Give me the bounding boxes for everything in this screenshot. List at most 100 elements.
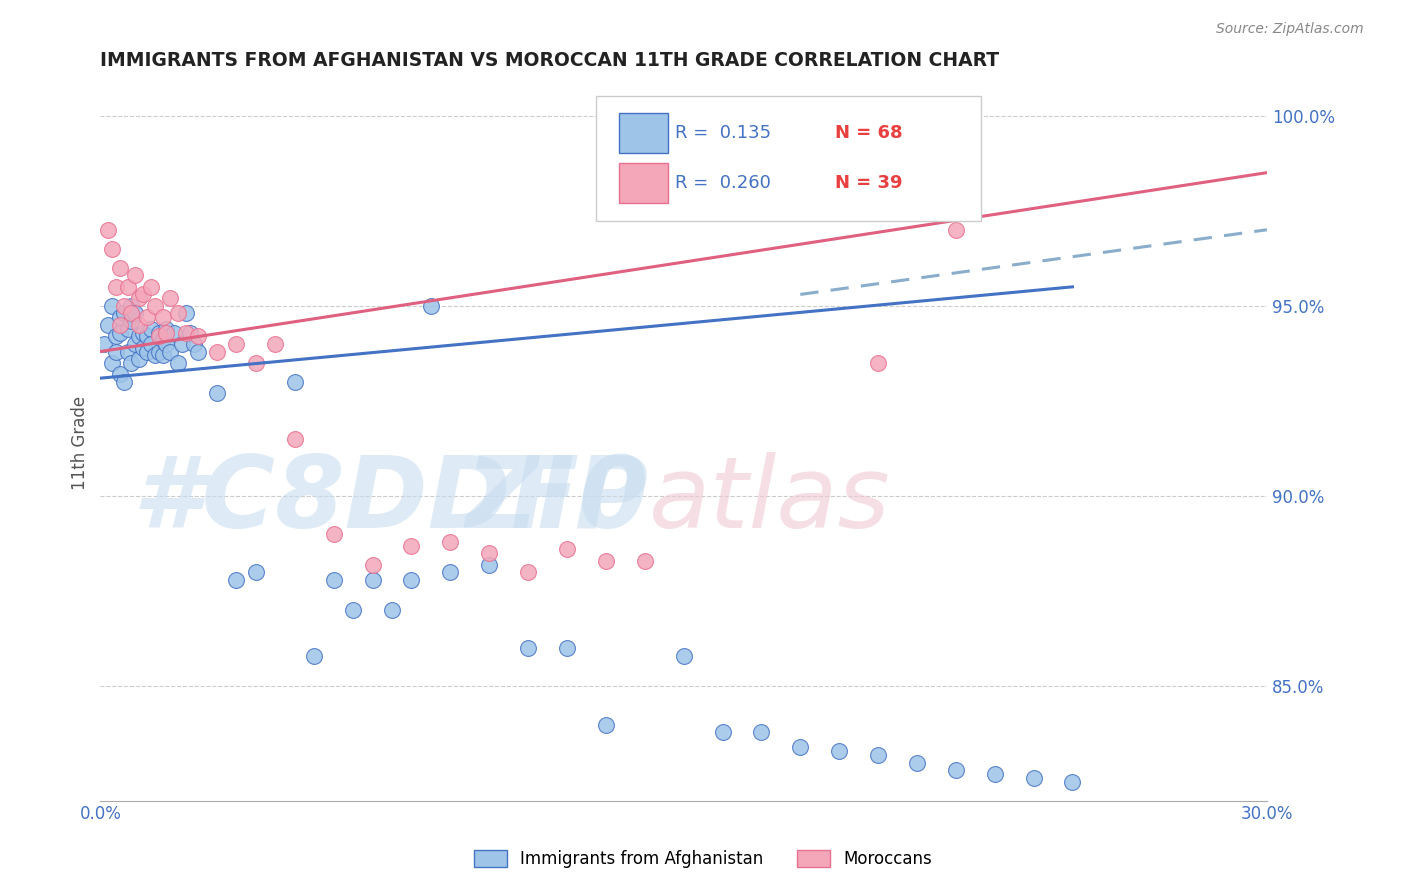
FancyBboxPatch shape [620,163,668,203]
Point [120,356,142,370]
Point [104,280,127,294]
Point [155,321,177,335]
Point [93,337,115,351]
Point [167,356,190,370]
Point [136,344,159,359]
Point [711,725,734,739]
Point [555,542,578,557]
Point [152,348,174,362]
Point [478,558,501,572]
Point [132,326,155,340]
Point [361,573,384,587]
Point [136,329,159,343]
Point [108,310,131,325]
Point [439,534,461,549]
Point [120,314,142,328]
Point [983,767,1005,781]
Text: N = 39: N = 39 [835,174,903,192]
Point [868,747,890,762]
Point [112,306,135,320]
Point [112,375,135,389]
Point [139,280,162,294]
Point [108,318,131,332]
Point [128,352,150,367]
Point [148,329,170,343]
Point [245,356,267,370]
Point [187,344,209,359]
Point [361,558,384,572]
Point [97,318,120,332]
Point [322,527,344,541]
Point [478,546,501,560]
Point [152,310,174,325]
Point [284,432,307,446]
Point [108,260,131,275]
Point [302,648,325,663]
Point [104,344,127,359]
Point [143,348,166,362]
Point [828,744,851,758]
Point [139,337,162,351]
Point [152,333,174,347]
Point [595,554,617,568]
Point [139,321,162,335]
Point [225,573,247,587]
Point [905,756,928,770]
Point [245,566,267,580]
FancyBboxPatch shape [620,113,668,153]
Point [117,321,139,335]
Point [155,337,177,351]
Point [159,344,181,359]
Point [124,306,146,320]
Point [1022,771,1045,785]
Point [124,337,146,351]
Text: ZIP: ZIP [465,451,648,549]
Point [751,725,773,739]
Text: R =  0.135: R = 0.135 [675,124,772,142]
Point [112,299,135,313]
Point [672,648,695,663]
Point [322,573,344,587]
Point [517,641,540,656]
Point [174,326,197,340]
Point [128,329,150,343]
Point [148,344,170,359]
Point [104,329,127,343]
Point [108,326,131,340]
Point [419,299,441,313]
Point [225,337,247,351]
Legend: Immigrants from Afghanistan, Moroccans: Immigrants from Afghanistan, Moroccans [467,843,939,875]
Point [634,554,657,568]
Text: R =  0.260: R = 0.260 [675,174,772,192]
Point [401,573,423,587]
Point [945,223,967,237]
Point [167,306,190,320]
Point [555,641,578,656]
Point [101,299,124,313]
Point [148,326,170,340]
Point [1062,774,1084,789]
Point [128,318,150,332]
Point [789,740,811,755]
Point [132,287,155,301]
Point [174,306,197,320]
Point [117,344,139,359]
Point [945,763,967,777]
Point [264,337,287,351]
Point [124,268,146,283]
Point [170,337,193,351]
Point [187,329,209,343]
Point [163,326,186,340]
Point [517,566,540,580]
Point [101,356,124,370]
Point [595,717,617,731]
Point [97,223,120,237]
Point [136,310,159,325]
Text: N = 68: N = 68 [835,124,903,142]
Point [101,242,124,256]
Point [401,539,423,553]
Point [143,299,166,313]
Point [159,291,181,305]
Point [205,344,228,359]
Point [439,566,461,580]
